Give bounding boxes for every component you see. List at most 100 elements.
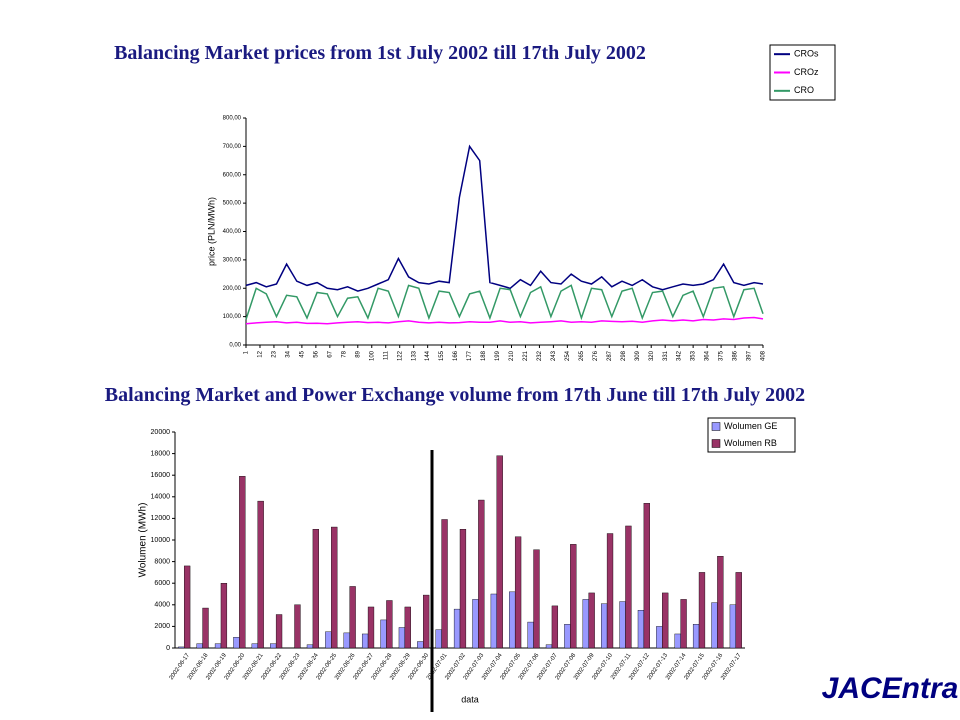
bar	[349, 586, 356, 649]
y-tick-label: 700,00	[223, 144, 242, 150]
x-tick-label: 23	[272, 350, 278, 357]
bar	[459, 529, 467, 649]
y-tick-label: 6000	[154, 580, 170, 587]
x-tick-label: 232	[537, 350, 543, 361]
legend-label: CROz	[794, 67, 819, 77]
bar	[656, 626, 663, 649]
legend-swatch	[711, 422, 721, 431]
x-tick-label: 12	[258, 350, 264, 357]
x-tick-label: 364	[705, 350, 711, 361]
bar	[270, 643, 277, 649]
x-tick-label: 100	[369, 350, 375, 361]
y-tick-label: 100,00	[223, 314, 242, 320]
bar	[509, 591, 516, 649]
bar	[711, 602, 718, 649]
bar	[275, 614, 283, 649]
y-tick-label: 4000	[154, 602, 170, 609]
bar	[551, 605, 559, 649]
logo: JACEntra	[822, 672, 959, 705]
y-axis-label: price (PLN/MWh)	[206, 197, 216, 266]
bar	[564, 624, 571, 649]
bar	[343, 632, 350, 649]
y-axis-label: Wolumen (MWh)	[138, 503, 149, 578]
bar	[404, 606, 411, 649]
x-tick-label: 177	[467, 350, 473, 361]
bar	[312, 529, 319, 649]
x-tick-label: 188	[481, 350, 487, 361]
legend-swatch	[711, 439, 721, 448]
bar	[367, 606, 375, 649]
y-tick-label: 10000	[151, 537, 171, 544]
bar	[478, 499, 485, 649]
y-tick-label: 200,00	[223, 286, 242, 292]
x-tick-label: 254	[565, 350, 571, 361]
bar	[680, 599, 687, 649]
bar	[570, 544, 577, 649]
legend-box	[707, 417, 796, 453]
x-tick-label: 375	[719, 350, 725, 361]
x-tick-label: 144	[425, 350, 431, 361]
bar	[545, 644, 553, 649]
bar	[441, 519, 448, 649]
bar	[220, 583, 228, 649]
bar	[674, 633, 681, 649]
bar	[257, 500, 264, 649]
y-tick-label: 18000	[151, 450, 171, 457]
y-tick-label: 300,00	[223, 257, 242, 263]
x-tick-label: 155	[439, 350, 445, 361]
bar	[533, 549, 540, 649]
x-tick-label: 320	[649, 350, 655, 361]
x-tick-label: 1	[244, 350, 250, 354]
bar	[233, 637, 240, 649]
bar	[527, 621, 534, 649]
chart-title: Balancing Market prices from 1st July 20…	[114, 42, 646, 64]
bar	[325, 631, 332, 649]
bar	[588, 592, 595, 649]
bar	[601, 603, 608, 649]
bar	[582, 599, 589, 649]
x-tick-label: 397	[747, 350, 753, 361]
bar	[606, 533, 614, 649]
bar	[196, 643, 203, 649]
bar	[662, 592, 669, 649]
x-tick-label: 386	[733, 350, 739, 361]
bar	[435, 629, 442, 649]
x-tick-label: 408	[761, 350, 767, 361]
bar	[423, 594, 430, 649]
y-tick-label: 14000	[151, 494, 171, 501]
x-tick-label: 67	[327, 350, 333, 357]
legend-label: CROs	[794, 49, 819, 59]
x-tick-label: 298	[621, 350, 627, 361]
bar	[202, 607, 209, 649]
y-tick-label: 16000	[151, 472, 171, 479]
bar	[496, 455, 503, 649]
y-tick-label: 0,00	[229, 343, 241, 349]
x-tick-label: 78	[341, 350, 347, 357]
x-tick-label: 221	[523, 350, 529, 361]
bar	[214, 643, 222, 649]
x-tick-label: 45	[299, 350, 305, 357]
x-tick-label: 342	[677, 350, 683, 361]
y-tick-label: 20000	[151, 429, 171, 436]
bar	[361, 633, 369, 649]
x-tick-label: 133	[411, 350, 417, 361]
bar	[717, 556, 724, 649]
bar	[386, 600, 393, 649]
x-tick-label: 276	[593, 350, 599, 361]
chart-title: Balancing Market and Power Exchange volu…	[104, 384, 806, 406]
legend-label: CRO	[794, 85, 814, 95]
bar	[514, 536, 522, 649]
x-tick-label: 243	[551, 350, 557, 361]
series-line	[245, 284, 764, 321]
bar	[625, 525, 632, 649]
bar	[294, 604, 301, 649]
legend-label: Wolumen RB	[724, 438, 777, 448]
bar	[239, 476, 246, 649]
y-tick-label: 400,00	[223, 229, 242, 235]
series-line	[245, 316, 764, 325]
bar	[735, 572, 742, 649]
bar	[472, 599, 479, 649]
